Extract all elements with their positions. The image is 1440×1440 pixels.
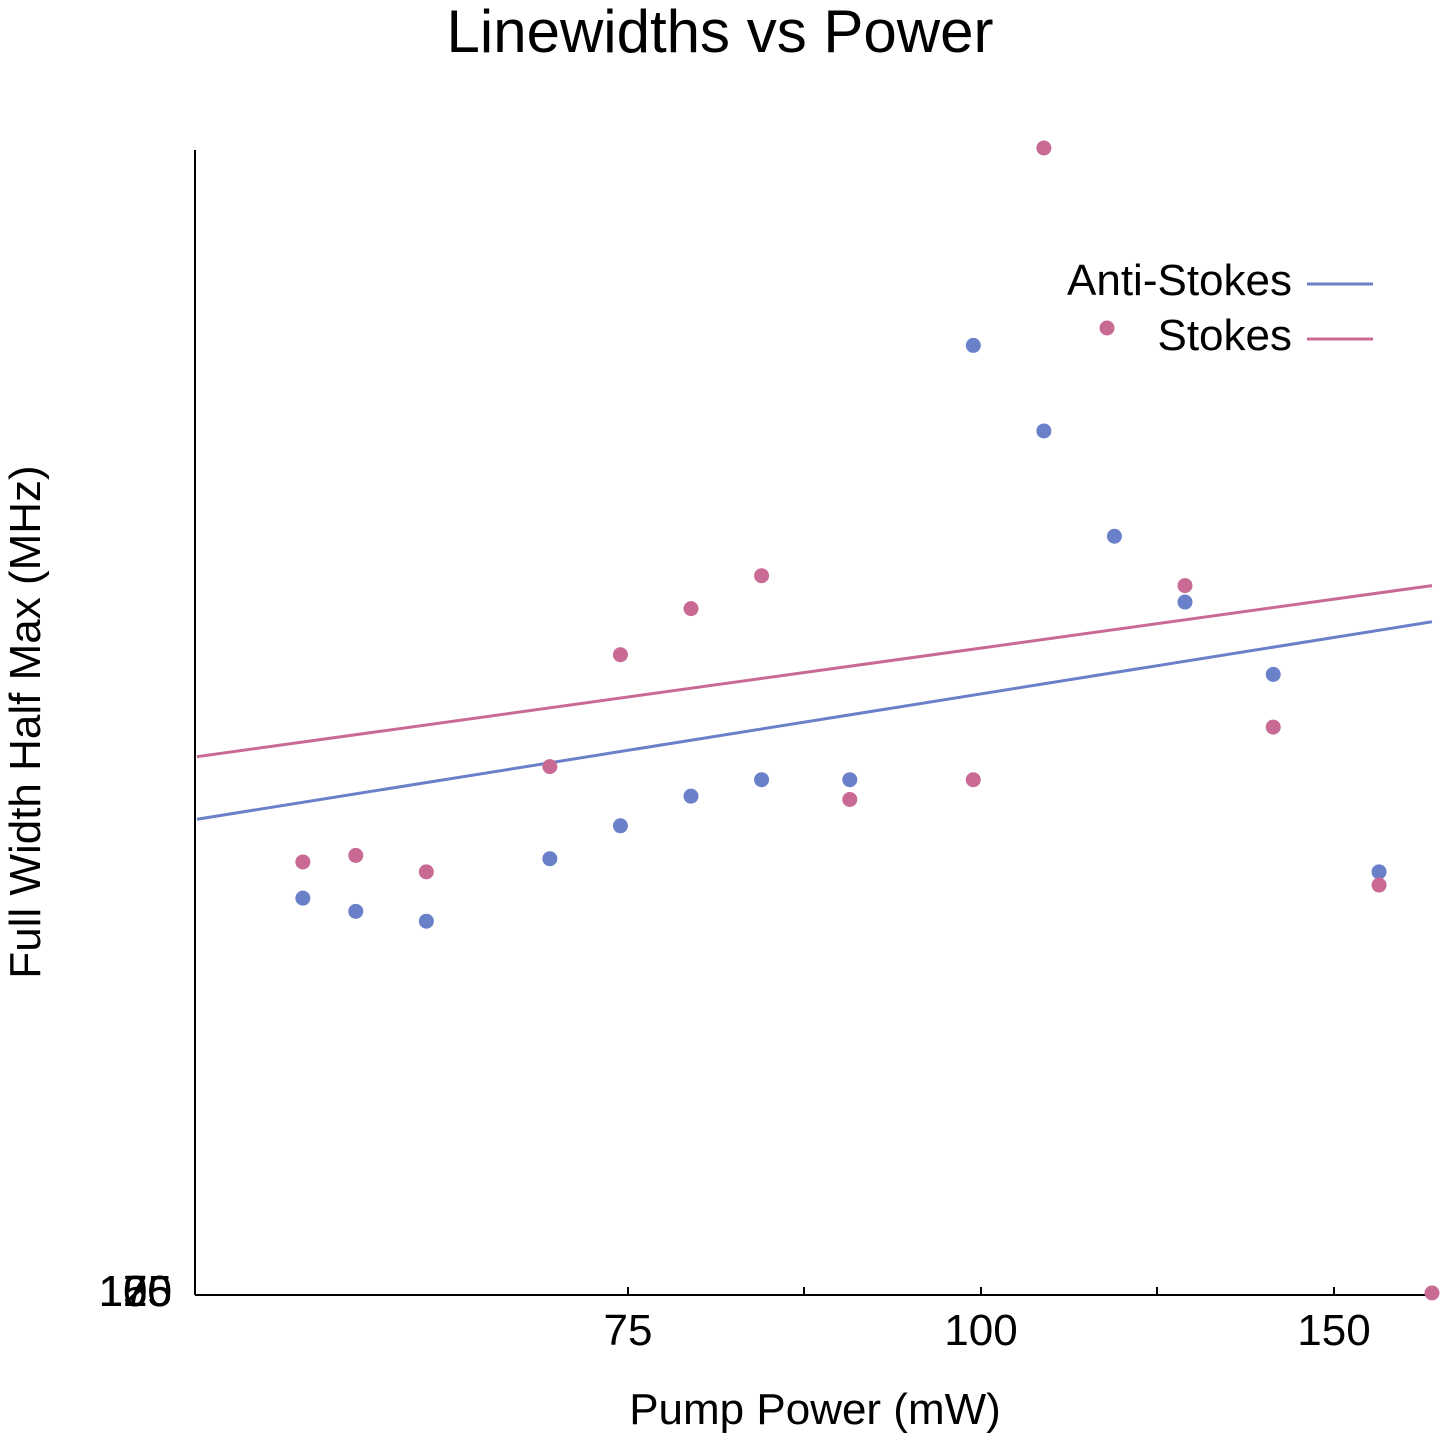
fit-lines: [196, 584, 1433, 821]
point-anti-stokes-5: [683, 788, 699, 804]
point-stokes-4: [612, 647, 628, 663]
y-tick-label: 175: [99, 1267, 172, 1316]
point-anti-stokes-7: [842, 772, 858, 788]
fit-line-anti-stokes: [196, 620, 1433, 821]
legend: Anti-Stokes Stokes: [1067, 256, 1373, 360]
point-anti-stokes-1: [348, 903, 364, 919]
point-anti-stokes-4: [612, 818, 628, 834]
point-stokes-5: [683, 601, 699, 617]
chart-title: Linewidths vs Power: [447, 0, 994, 65]
point-anti-stokes-11: [1177, 594, 1193, 610]
x-tick-label: 100: [944, 1306, 1017, 1355]
point-anti-stokes-13: [1371, 864, 1387, 880]
point-anti-stokes-6: [754, 772, 770, 788]
point-stokes-9: [1036, 140, 1052, 156]
point-anti-stokes-3: [542, 851, 558, 867]
point-stokes-12: [1371, 877, 1387, 893]
x-ticks: [627, 1287, 1335, 1295]
x-tick-label: 150: [1297, 1306, 1370, 1355]
point-anti-stokes-12: [1265, 666, 1281, 682]
point-stokes-13: [1424, 1285, 1440, 1301]
y-tick-labels: 100 125 150 175: [99, 1267, 172, 1316]
y-axis-label: Full Width Half Max (MHz): [1, 465, 50, 978]
legend-label-stokes: Stokes: [1157, 311, 1292, 360]
x-tick-labels: 75 100 150: [604, 1306, 1371, 1355]
point-stokes-0: [295, 854, 311, 870]
point-stokes-10: [1177, 578, 1193, 594]
point-anti-stokes-0: [295, 890, 311, 906]
legend-marker-stokes: [1099, 320, 1115, 336]
data-points: [295, 140, 1440, 1301]
y-tick-label: 150: [99, 1267, 172, 1316]
fit-line-stokes: [196, 584, 1433, 759]
point-stokes-6: [754, 568, 770, 584]
point-anti-stokes-10: [1106, 528, 1122, 544]
x-tick-label: 75: [604, 1306, 653, 1355]
point-anti-stokes-9: [1036, 423, 1052, 439]
point-stokes-2: [418, 864, 434, 880]
y-tick-label: 125: [99, 1267, 172, 1316]
y-tick-label: 100: [99, 1267, 172, 1316]
x-axis-label: Pump Power (mW): [629, 1385, 1001, 1434]
point-stokes-3: [542, 759, 558, 775]
point-anti-stokes-8: [965, 337, 981, 353]
point-stokes-7: [842, 791, 858, 807]
point-stokes-11: [1265, 719, 1281, 735]
point-stokes-1: [348, 847, 364, 863]
legend-label-anti-stokes: Anti-Stokes: [1067, 256, 1292, 305]
point-anti-stokes-2: [418, 913, 434, 929]
point-stokes-8: [965, 772, 981, 788]
